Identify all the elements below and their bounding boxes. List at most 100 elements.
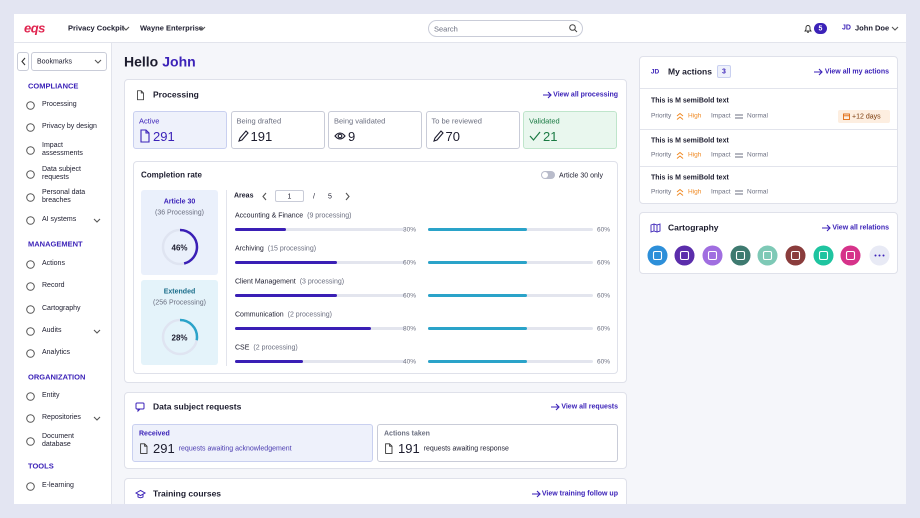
- notification-count: 5: [818, 25, 823, 32]
- nav-item[interactable]: Wayne Enterprise: [140, 23, 204, 33]
- sidebar-item[interactable]: Entity: [42, 392, 60, 399]
- arrow-icon: [543, 91, 552, 99]
- gauge-label: 46%: [171, 243, 188, 252]
- sidebar-item[interactable]: Record: [42, 282, 65, 289]
- dsr-icon: [135, 402, 145, 413]
- count-badge: [717, 65, 731, 78]
- sidebar-item[interactable]: Analytics: [42, 349, 71, 356]
- dsr-stat-card[interactable]: [132, 424, 373, 462]
- gauge: [161, 318, 199, 356]
- action-title[interactable]: This is M semiBold text: [651, 137, 729, 145]
- due-badge: [838, 110, 890, 123]
- sidebar-item[interactable]: Cartography: [42, 305, 81, 312]
- priority-icon: [676, 112, 684, 120]
- priority-icon: [676, 151, 684, 159]
- group-subtitle: (36 Processing): [154, 209, 205, 217]
- bar-fill: [428, 260, 527, 264]
- card-link[interactable]: View all processing: [553, 91, 618, 99]
- nav-item[interactable]: Privacy Cockpit: [68, 23, 125, 33]
- nav-icon: [25, 326, 35, 336]
- cartography-node-part: [702, 245, 723, 265]
- nav-icon-part: [25, 192, 35, 202]
- sidebar-item[interactable]: Audits: [42, 327, 62, 334]
- card-link[interactable]: View training follow up: [541, 490, 618, 498]
- more-button[interactable]: [869, 245, 890, 266]
- card-link[interactable]: View all my actions: [824, 68, 889, 76]
- arrow-icon-part: [532, 490, 541, 498]
- cartography-node: [702, 245, 723, 265]
- bar-fill: [235, 227, 286, 231]
- sidebar-item[interactable]: Personal data breaches: [42, 189, 86, 204]
- sidebar-item[interactable]: AI systems: [42, 216, 77, 223]
- more-button-part: [878, 254, 880, 256]
- cartography-node-part: [818, 250, 828, 260]
- stat-count: 291: [153, 128, 175, 144]
- action-title[interactable]: This is M semiBold text: [651, 97, 729, 105]
- divider: [640, 129, 897, 130]
- nav-icon: [25, 122, 35, 132]
- group-title: Article 30: [163, 198, 196, 206]
- search-placeholder: Search: [434, 24, 458, 33]
- sidebar-item[interactable]: Document database: [42, 433, 74, 448]
- page-current: 1: [287, 193, 292, 200]
- stat-card[interactable]: [133, 111, 227, 149]
- area-name: CSE: [235, 344, 250, 352]
- user-name[interactable]: John Doe: [855, 23, 890, 33]
- page-total: 5: [328, 193, 332, 200]
- sidebar-item[interactable]: Repositories: [42, 414, 81, 421]
- dsr-stat-card[interactable]: [377, 424, 618, 462]
- calendar-icon-part: [843, 113, 850, 120]
- bar-label: 60%: [596, 325, 610, 332]
- page-input[interactable]: [275, 190, 304, 202]
- search-icon-part: [574, 29, 578, 33]
- cartography-node: [730, 245, 751, 265]
- card-link[interactable]: View all relations: [832, 224, 889, 232]
- area-count: (9 processing): [307, 212, 352, 220]
- dsr-stat-label: Actions taken: [384, 430, 430, 437]
- search-box[interactable]: [428, 20, 583, 37]
- sidebar-item[interactable]: Actions: [42, 260, 65, 267]
- card-link[interactable]: View all requests: [561, 403, 618, 411]
- divider: [226, 190, 227, 366]
- priority-label: Priority: [651, 188, 672, 196]
- sidebar-item[interactable]: E-learning: [42, 482, 74, 489]
- calendar-icon: [843, 113, 850, 120]
- stat-card[interactable]: [425, 111, 520, 149]
- bar-fill: [235, 326, 371, 330]
- gauge: [161, 228, 199, 266]
- sidebar-item[interactable]: Privacy by design: [42, 123, 97, 130]
- stat-card[interactable]: [230, 111, 325, 149]
- cartography-node: [647, 245, 667, 265]
- arrow-icon: [532, 490, 541, 498]
- cartography-node-part: [785, 245, 806, 265]
- nav-icon: [25, 348, 35, 358]
- stat-count: 21: [543, 128, 558, 144]
- greeting-name: John: [162, 53, 196, 70]
- sidebar-item[interactable]: Processing: [42, 101, 77, 108]
- sidebar-item[interactable]: Impact assessments: [42, 142, 83, 157]
- area-count: (2 processing): [287, 311, 332, 319]
- cartography-node: [840, 245, 861, 265]
- stat-count: 70: [445, 128, 460, 144]
- dsr-stat-text: requests awaiting response: [423, 445, 509, 453]
- action-title[interactable]: This is M semiBold text: [651, 174, 729, 182]
- nav-icon-part: [25, 122, 35, 132]
- cartography-icon-part: [650, 223, 661, 233]
- bar-fill: [428, 227, 527, 231]
- chevron-icon: [122, 26, 130, 31]
- user-initials: JD: [842, 24, 851, 32]
- bookmarks-select[interactable]: [31, 52, 107, 71]
- stat-card[interactable]: [523, 111, 617, 149]
- sidebar-section: COMPLIANCE: [28, 81, 79, 91]
- cartography-node: [757, 245, 778, 265]
- document-icon: [137, 90, 144, 100]
- nav-icon-part: [25, 169, 35, 179]
- stat-card[interactable]: [328, 111, 422, 149]
- actions-card: [639, 56, 898, 204]
- chevron-icon: [93, 218, 101, 223]
- dsr-stat-count: 191: [398, 441, 420, 456]
- toggle[interactable]: [541, 171, 555, 179]
- priority-label: Priority: [651, 151, 672, 159]
- back-button[interactable]: [17, 52, 29, 71]
- sidebar-item[interactable]: Data subject requests: [42, 166, 81, 181]
